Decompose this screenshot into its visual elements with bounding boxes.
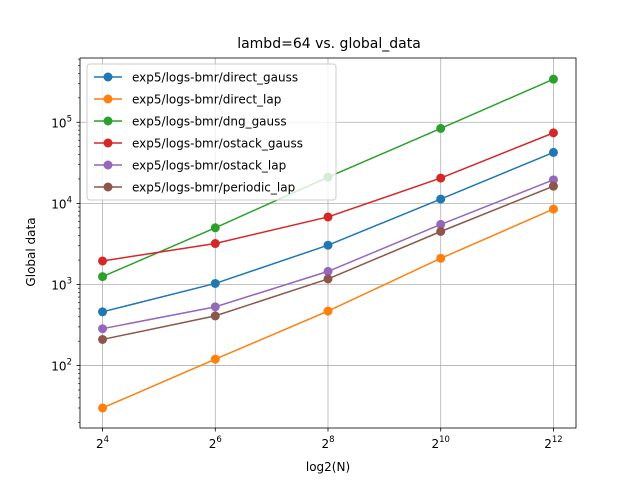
- data-point: [98, 256, 108, 266]
- data-point: [436, 253, 446, 263]
- legend-item: exp5/logs-bmr/ostack_lap: [94, 159, 286, 173]
- series-6: [98, 181, 558, 344]
- legend-label: exp5/logs-bmr/ostack_gauss: [132, 137, 303, 151]
- y-tick-label: 105: [51, 114, 72, 130]
- data-point: [548, 181, 558, 191]
- data-point: [323, 266, 333, 276]
- data-point: [210, 239, 220, 249]
- data-point: [210, 302, 220, 312]
- y-tick-label: 102: [51, 358, 72, 374]
- data-point: [98, 334, 108, 344]
- series-5: [98, 175, 558, 334]
- series-1: [98, 147, 558, 317]
- legend-label: exp5/logs-bmr/ostack_lap: [132, 159, 286, 173]
- legend-marker: [103, 138, 113, 148]
- legend-marker: [103, 160, 113, 170]
- data-point: [436, 194, 446, 204]
- series-group: [98, 74, 558, 413]
- data-point: [548, 204, 558, 214]
- data-point: [436, 226, 446, 236]
- y-axis-label: Global data: [24, 217, 38, 286]
- data-point: [98, 272, 108, 282]
- x-tick-label: 26: [209, 435, 222, 451]
- x-tick-label: 24: [96, 435, 109, 451]
- data-point: [210, 311, 220, 321]
- data-point: [436, 173, 446, 183]
- data-point: [210, 354, 220, 364]
- data-point: [436, 123, 446, 133]
- legend-marker: [103, 182, 113, 192]
- data-point: [323, 240, 333, 250]
- legend-item: exp5/logs-bmr/direct_gauss: [94, 71, 298, 85]
- data-point: [323, 306, 333, 316]
- data-point: [323, 274, 333, 284]
- legend-label: exp5/logs-bmr/direct_lap: [132, 93, 281, 107]
- chart-title: lambd=64 vs. global_data: [237, 36, 421, 52]
- legend-label: exp5/logs-bmr/direct_gauss: [132, 71, 298, 85]
- y-tick-label: 103: [51, 276, 72, 292]
- data-point: [548, 175, 558, 185]
- axes: 24 26 28 210 212 102 103 104 105: [51, 57, 577, 451]
- data-point: [98, 403, 108, 413]
- legend-item: exp5/logs-bmr/direct_lap: [94, 93, 281, 107]
- legend-label: exp5/logs-bmr/dng_gauss: [132, 115, 287, 129]
- data-point: [436, 219, 446, 229]
- data-point: [323, 212, 333, 222]
- legend-item: exp5/logs-bmr/periodic_lap: [94, 181, 295, 195]
- legend-box: [86, 63, 337, 201]
- data-point: [548, 128, 558, 138]
- legend-item: exp5/logs-bmr/dng_gauss: [94, 115, 287, 129]
- y-tick-label: 104: [51, 195, 72, 211]
- data-point: [98, 324, 108, 334]
- x-tick-label: 212: [544, 435, 562, 451]
- x-axis-label: log2(N): [306, 460, 350, 474]
- x-tick-label: 210: [431, 435, 449, 451]
- legend-marker: [103, 116, 113, 126]
- series-4: [98, 128, 558, 266]
- data-point: [210, 278, 220, 288]
- series-2: [98, 204, 558, 413]
- x-tick-label: 28: [321, 435, 334, 451]
- data-point: [548, 147, 558, 157]
- legend: exp5/logs-bmr/direct_gauss exp5/logs-bmr/…: [86, 63, 337, 201]
- legend-item: exp5/logs-bmr/ostack_gauss: [94, 137, 303, 151]
- legend-marker: [103, 94, 113, 104]
- plot-frame: [79, 57, 577, 429]
- data-point: [548, 74, 558, 84]
- legend-label: exp5/logs-bmr/periodic_lap: [132, 181, 295, 195]
- data-point: [98, 307, 108, 317]
- data-point: [210, 223, 220, 233]
- legend-marker: [103, 72, 113, 82]
